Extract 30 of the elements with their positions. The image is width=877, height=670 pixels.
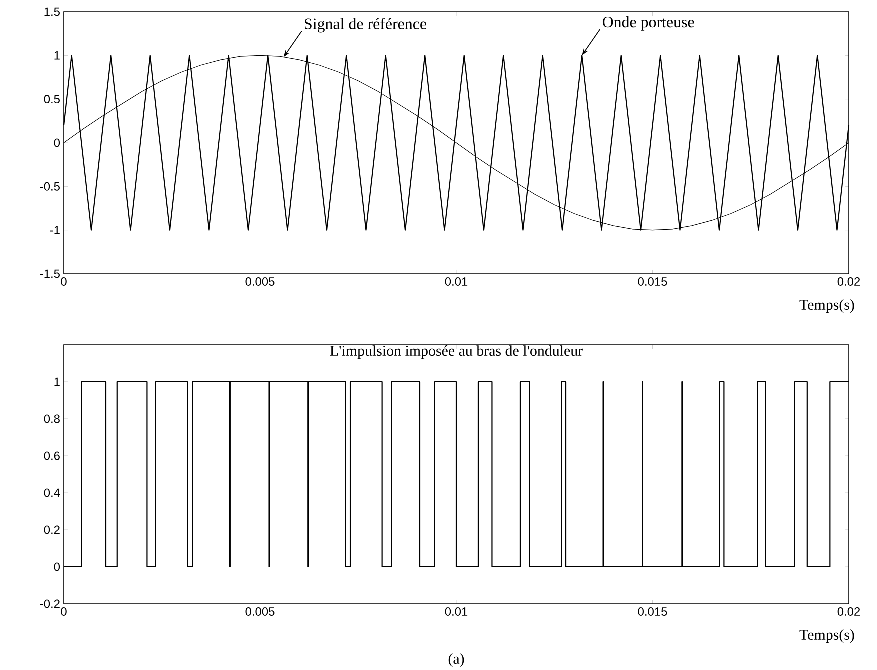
y-tick-label: 0.8: [44, 414, 60, 424]
y-tick-label: -1: [50, 226, 60, 234]
y-tick-label: 0.5: [44, 95, 60, 104]
x-tick-label: 0.02: [838, 608, 860, 616]
y-tick-label: 0.2: [44, 526, 60, 534]
y-tick-label: 0.4: [44, 488, 60, 498]
x-tick-label: 0: [61, 278, 67, 286]
y-tick-label: 0: [54, 138, 60, 148]
x-tick-label: 0.015: [638, 278, 668, 286]
text: (a): [448, 654, 464, 668]
y-tick-label: 1: [54, 378, 60, 386]
y-tick-label: 1.5: [44, 8, 60, 16]
y-tick-label: -0.5: [40, 182, 60, 191]
x-tick-label: 0.01: [445, 278, 468, 286]
y-tick-label: -1.5: [40, 270, 60, 278]
annotation: Signal de référence: [305, 18, 426, 33]
x-tick-label: 0.005: [246, 278, 275, 286]
annotation: Onde porteuse: [602, 16, 694, 31]
y-tick-label: 0: [54, 562, 60, 572]
x-tick-label: 0: [61, 608, 67, 616]
chart-title: L'impulsion imposée au bras de l'onduleur: [330, 346, 583, 360]
x-tick-label: 0.02: [838, 278, 860, 286]
x-axis-title: Temps(s): [800, 300, 854, 314]
x-tick-label: 0.01: [445, 608, 468, 616]
y-tick-label: 1: [54, 52, 60, 60]
y-tick-label: 0.6: [44, 452, 60, 460]
y-tick-label: -0.2: [40, 600, 60, 608]
x-tick-label: 0.015: [638, 608, 668, 616]
x-tick-label: 0.005: [246, 608, 275, 616]
x-axis-title: Temps(s): [800, 630, 854, 644]
